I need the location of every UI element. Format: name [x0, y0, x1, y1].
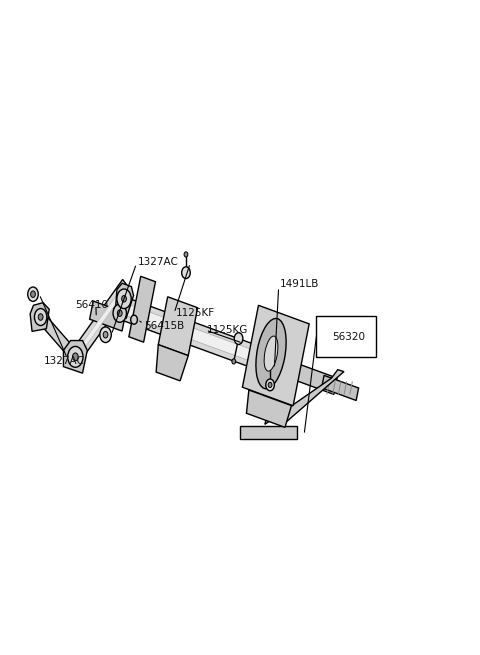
Circle shape	[100, 327, 111, 343]
Polygon shape	[75, 284, 127, 358]
Text: 1125KG: 1125KG	[206, 325, 248, 335]
Ellipse shape	[256, 318, 286, 389]
Text: 1125KF: 1125KF	[176, 308, 215, 318]
Circle shape	[234, 333, 243, 345]
Polygon shape	[158, 297, 198, 356]
Circle shape	[38, 314, 43, 320]
Polygon shape	[129, 276, 156, 342]
Polygon shape	[114, 295, 289, 380]
Polygon shape	[322, 375, 359, 400]
Polygon shape	[90, 301, 126, 331]
Circle shape	[121, 295, 126, 302]
Polygon shape	[156, 345, 188, 381]
Polygon shape	[115, 283, 133, 318]
FancyBboxPatch shape	[316, 316, 376, 357]
Circle shape	[113, 304, 126, 322]
Ellipse shape	[112, 294, 121, 318]
Text: 1327AC: 1327AC	[43, 356, 84, 365]
Circle shape	[68, 346, 83, 367]
Polygon shape	[117, 301, 287, 373]
Circle shape	[266, 379, 275, 391]
Ellipse shape	[264, 336, 278, 371]
Polygon shape	[30, 303, 49, 331]
Text: 56415B: 56415B	[144, 320, 185, 331]
Circle shape	[117, 310, 122, 316]
Polygon shape	[265, 369, 344, 426]
Text: 56410: 56410	[75, 300, 108, 310]
Circle shape	[103, 331, 108, 338]
Circle shape	[31, 291, 36, 297]
Circle shape	[182, 267, 190, 278]
Circle shape	[28, 287, 38, 301]
Polygon shape	[63, 341, 87, 373]
Circle shape	[131, 315, 137, 324]
Text: 56320: 56320	[333, 331, 366, 342]
Text: 1491LB: 1491LB	[280, 279, 319, 289]
Polygon shape	[240, 426, 297, 439]
Polygon shape	[246, 390, 291, 427]
Text: 1327AC: 1327AC	[137, 257, 178, 267]
Polygon shape	[71, 280, 131, 362]
Circle shape	[184, 252, 188, 257]
Circle shape	[72, 353, 78, 361]
Circle shape	[117, 289, 131, 309]
Polygon shape	[242, 305, 309, 406]
Circle shape	[268, 383, 272, 388]
Circle shape	[232, 359, 236, 364]
Polygon shape	[292, 363, 337, 394]
Polygon shape	[38, 312, 78, 362]
Circle shape	[35, 309, 47, 326]
